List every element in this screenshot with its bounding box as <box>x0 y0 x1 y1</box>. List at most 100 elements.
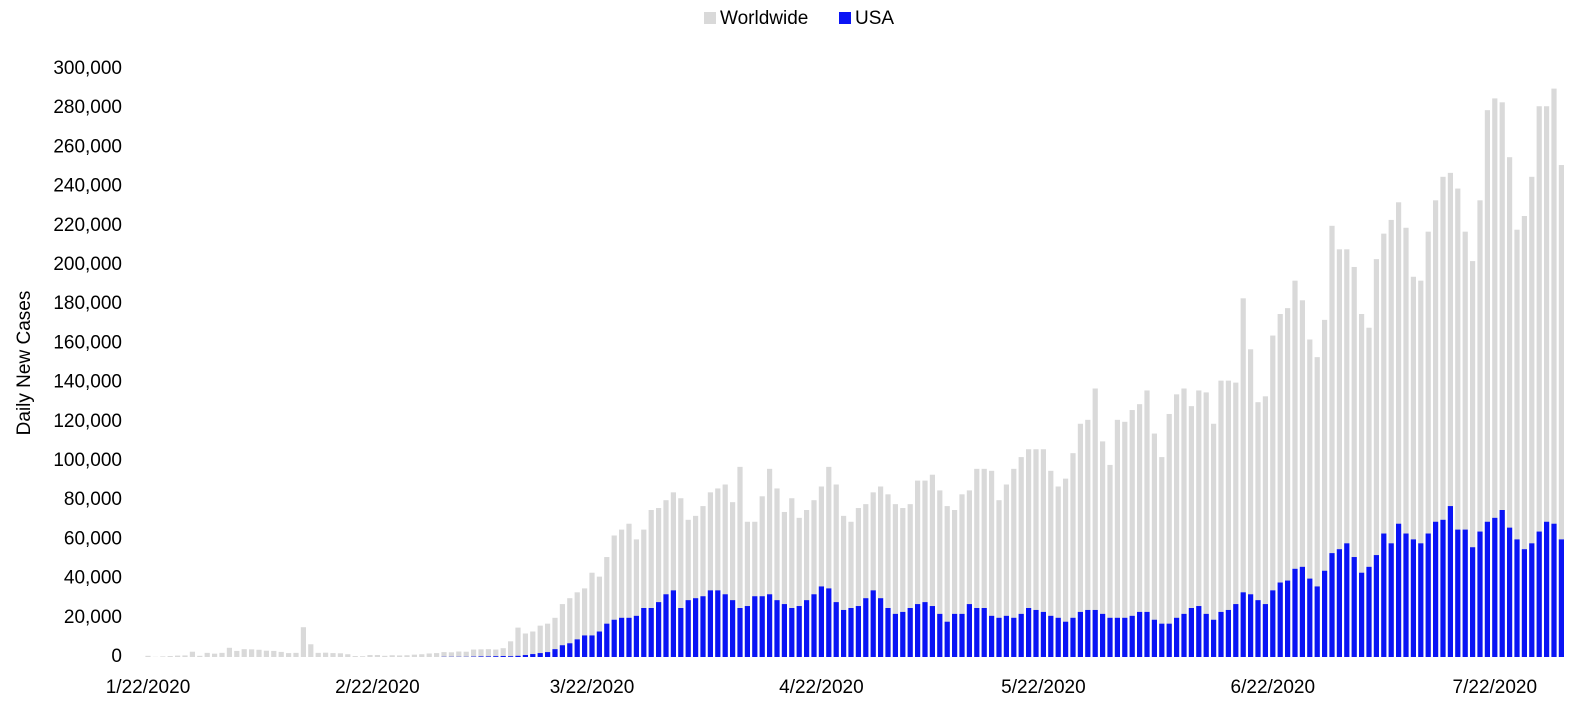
bar <box>596 576 602 657</box>
x-tick-label: 3/22/2020 <box>550 677 635 698</box>
bar <box>552 649 558 657</box>
bar <box>1455 529 1461 657</box>
bar <box>685 519 691 657</box>
bar <box>197 655 203 657</box>
bar <box>878 486 884 657</box>
bar <box>1292 568 1298 657</box>
bar <box>1122 617 1128 657</box>
bar <box>1122 421 1128 657</box>
bar <box>1344 249 1350 657</box>
bar <box>485 656 491 657</box>
bar <box>752 521 758 657</box>
bar <box>900 611 906 657</box>
bar <box>1529 543 1535 657</box>
bar <box>841 515 847 657</box>
bar <box>1077 611 1083 657</box>
bar <box>1011 468 1017 657</box>
bar <box>1270 590 1276 657</box>
bar <box>1188 406 1194 657</box>
bar <box>989 615 995 657</box>
bar <box>360 656 366 657</box>
bar <box>1307 339 1313 657</box>
bar <box>226 647 232 657</box>
bar <box>1381 233 1387 657</box>
bar <box>315 652 321 657</box>
bar <box>1129 410 1135 657</box>
bar <box>419 654 425 657</box>
bar <box>478 656 484 657</box>
bar <box>1063 621 1069 657</box>
bar <box>1003 615 1009 657</box>
bar <box>1544 106 1550 658</box>
bar <box>1299 566 1305 657</box>
bar <box>404 655 410 657</box>
bar <box>1307 578 1313 657</box>
bar <box>1166 413 1172 657</box>
bar <box>648 608 654 657</box>
bar <box>1100 613 1106 657</box>
bar <box>189 651 195 657</box>
bar <box>1114 419 1120 657</box>
bar <box>1544 521 1550 657</box>
bar <box>937 490 943 657</box>
bar <box>796 517 802 657</box>
bar <box>663 500 669 657</box>
bar <box>537 625 543 657</box>
bar <box>330 653 336 657</box>
bar <box>707 590 713 657</box>
bar <box>774 600 780 657</box>
bar <box>256 649 262 657</box>
bar <box>1492 517 1498 657</box>
y-tick-label: 40,000 <box>64 568 122 589</box>
bar <box>1203 613 1209 657</box>
bar <box>1144 390 1150 657</box>
bar <box>352 656 358 657</box>
bar <box>1410 276 1416 657</box>
bar <box>574 639 580 657</box>
bar <box>463 651 469 657</box>
bar <box>1018 457 1024 657</box>
bar <box>1144 611 1150 657</box>
bar <box>249 649 255 657</box>
bar <box>1351 557 1357 657</box>
bar <box>981 468 987 657</box>
bar <box>626 523 632 657</box>
bar <box>663 594 669 657</box>
bar <box>308 644 314 657</box>
x-tick-label: 5/22/2020 <box>1001 677 1086 698</box>
bar <box>826 588 832 657</box>
bar <box>508 656 514 657</box>
bar <box>1418 280 1424 657</box>
bar <box>1314 586 1320 657</box>
bar <box>212 653 218 657</box>
bar <box>500 648 506 657</box>
bar <box>1033 449 1039 657</box>
bar <box>700 596 706 657</box>
bar <box>685 600 691 657</box>
bar <box>1114 617 1120 657</box>
bar <box>833 484 839 657</box>
bar <box>1529 176 1535 658</box>
bar <box>841 609 847 657</box>
bar <box>1255 402 1261 657</box>
bar <box>1329 225 1335 658</box>
bar <box>811 500 817 657</box>
bar <box>678 608 684 657</box>
bar <box>1484 521 1490 657</box>
bar <box>1151 619 1157 657</box>
bar <box>1151 433 1157 657</box>
bar <box>1477 531 1483 657</box>
bar <box>848 608 854 657</box>
bar <box>1277 582 1283 657</box>
bar <box>1396 523 1402 657</box>
bar <box>722 594 728 657</box>
bar <box>1462 529 1468 657</box>
bar <box>374 655 380 657</box>
bar <box>737 466 743 657</box>
bar <box>870 492 876 657</box>
legend-swatch <box>839 12 851 24</box>
bar <box>1063 478 1069 657</box>
bar <box>996 617 1002 657</box>
bar <box>885 494 891 657</box>
